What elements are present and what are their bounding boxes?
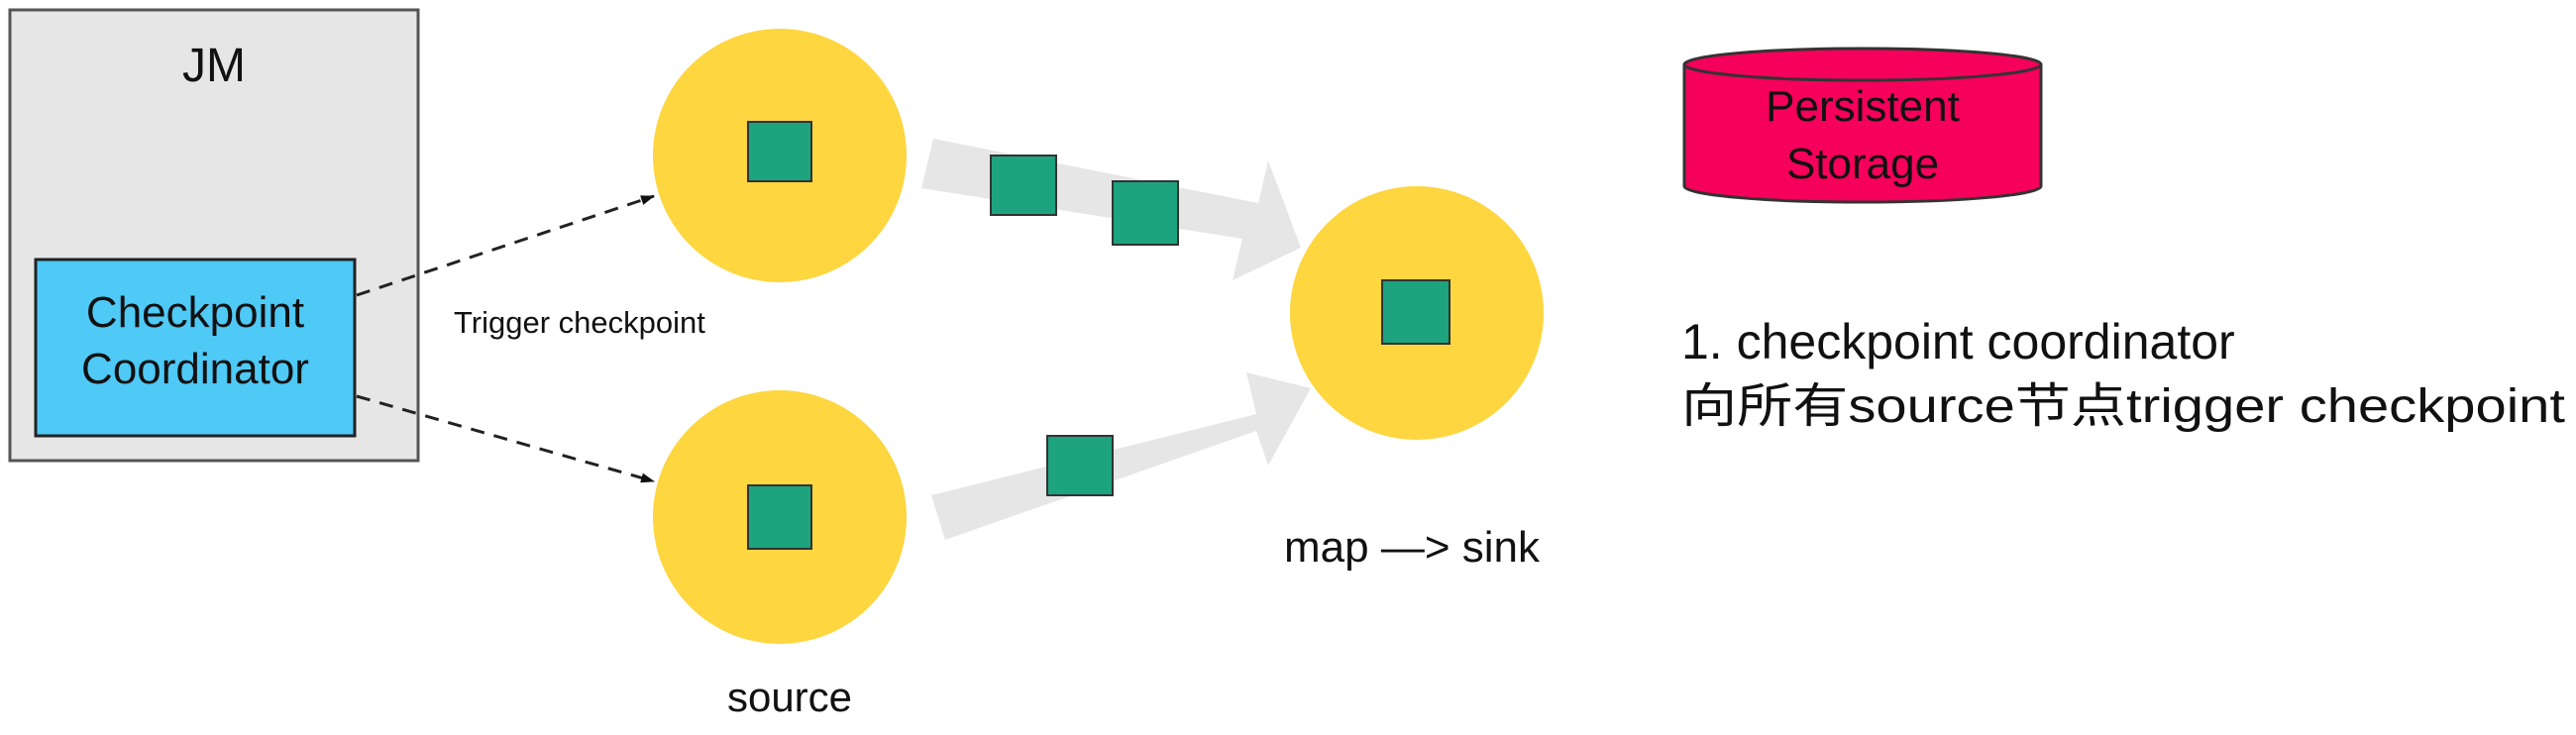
record-in-sink	[1382, 280, 1449, 344]
step-note-line2: 向所有source节点trigger checkpoint	[1681, 380, 2565, 433]
source-label: source	[727, 674, 852, 720]
jm-title: JM	[182, 40, 246, 92]
step-note-line1: 1. checkpoint coordinator	[1681, 314, 2235, 369]
record-in-flight-2	[1113, 181, 1178, 245]
checkpoint-coordinator-box: Checkpoint Coordinator	[36, 260, 355, 436]
persistent-storage-cylinder: Persistent Storage	[1684, 49, 2041, 202]
record-in-flight-3	[1047, 436, 1113, 495]
stream-arrow-top	[921, 139, 1301, 280]
trigger-checkpoint-label: Trigger checkpoint	[454, 305, 705, 340]
sink-label: map —> sink	[1284, 523, 1541, 572]
record-in-source-bottom	[748, 485, 811, 549]
coordinator-label-line1: Checkpoint	[86, 288, 304, 337]
stream-arrow-bottom	[931, 372, 1311, 540]
record-in-source-top	[748, 122, 811, 181]
coordinator-label-line2: Coordinator	[81, 345, 309, 393]
record-in-flight-1	[991, 156, 1056, 215]
storage-label-line2: Storage	[1786, 140, 1939, 188]
storage-label-line1: Persistent	[1766, 82, 1960, 131]
